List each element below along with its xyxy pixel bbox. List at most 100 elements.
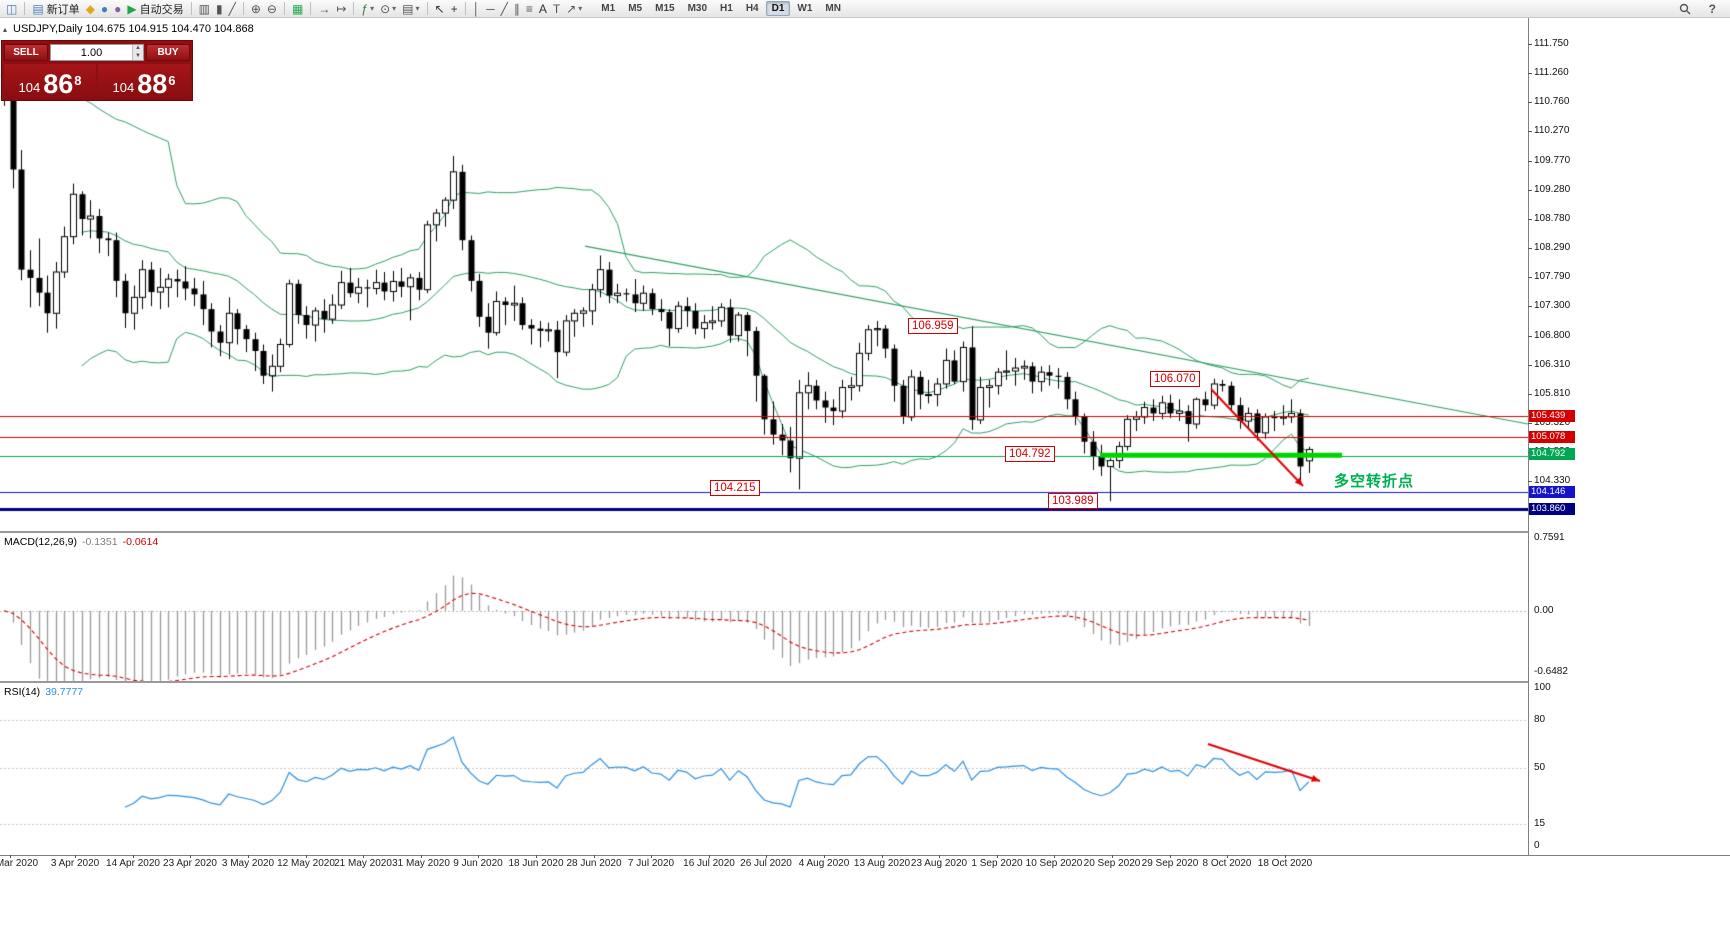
arrows-button[interactable]: ↗ ▾ [563,1,585,17]
volume-spinner: ▲ ▼ [132,45,143,60]
line-chart-button[interactable]: ╱ [226,1,239,17]
fibonacci-button[interactable]: ≡ [523,1,536,17]
chart-window-button[interactable]: ◫ [3,1,20,17]
metaeditor-icon: ◆ [85,1,95,16]
search-icon [1679,3,1691,14]
help-icon: ? [1708,1,1716,16]
toolbar-divider [283,2,285,15]
community-button[interactable]: ● [111,1,124,17]
time-axis[interactable] [0,855,1730,873]
one-click-collapse-toggle[interactable]: ▴ [3,25,8,34]
bars-chart-icon: ▥ [198,1,210,16]
help-button[interactable]: ? [1706,1,1719,17]
auto-scroll-icon: → [318,1,331,16]
panel-separator[interactable] [0,531,1730,533]
sell-price-point: 8 [74,73,82,88]
volume-decrease-button[interactable]: ▼ [132,52,143,60]
toolbar-divider [242,2,244,15]
macd-label: MACD(12,26,9) [4,536,77,548]
volume-field: ▲ ▼ [50,44,144,61]
timeframe-w1[interactable]: W1 [797,3,813,14]
sell-price-pips: 86 [43,69,74,99]
toolbar-divider [426,2,428,15]
cursor-button[interactable]: ↖ [432,1,448,17]
autotrading-play-icon: ▶ [127,1,137,16]
auto-scroll-button[interactable]: → [315,1,333,17]
trendline-button[interactable]: ╱ [498,1,511,17]
text-icon: A [538,1,547,16]
zoom-in-icon: ⊕ [250,1,261,16]
channel-icon: ∥ [513,1,520,16]
autotrading-button[interactable]: ▶ 自动交易 [124,1,186,17]
indicators-icon: ƒ [361,1,369,16]
annotation-text[interactable]: 多空转折点 [1334,473,1415,490]
rsi-panel-canvas[interactable] [0,683,1528,855]
zoom-in-button[interactable]: ⊕ [248,1,264,17]
algo-trading-icon: ● [100,1,109,16]
timeframe-h1[interactable]: H1 [720,3,733,14]
indicators-button[interactable]: ƒ ▾ [358,1,377,17]
timeframe-d1[interactable]: D1 [765,1,791,16]
vertical-line-icon: │ [472,1,481,16]
buy-button[interactable]: BUY [146,44,190,61]
vertical-line-button[interactable]: │ [470,1,484,17]
buy-price[interactable]: 104 88 6 [98,64,190,100]
channel-button[interactable]: ∥ [511,1,523,17]
timeframe-m15[interactable]: M15 [655,3,675,14]
toolbar-divider [353,2,355,15]
autotrading-button-label: 自动交易 [139,3,184,16]
rsi-value: 39.7777 [45,686,84,698]
text-button[interactable]: A [536,1,550,17]
trendline-icon: ╱ [500,1,508,16]
toolbar-divider [190,2,192,15]
tile-windows-icon: ▦ [291,1,304,16]
timeframe-h4[interactable]: H4 [745,3,759,14]
zoom-out-button[interactable]: ⊖ [264,1,280,17]
toolbar-right: ? [1676,1,1727,17]
toolbar-divider [464,2,466,15]
dropdown-arrow-icon: ▾ [392,4,397,13]
crosshair-icon: + [450,1,458,16]
buy-price-figure: 104 [112,80,135,95]
horizontal-line-icon: ─ [486,1,495,16]
new-order-button[interactable]: ▤ 新订单 [29,1,82,17]
timeframe-mn[interactable]: MN [825,3,841,14]
dropdown-arrow-icon: ▾ [578,4,583,13]
price-axis[interactable] [1528,18,1730,855]
templates-button[interactable]: ▤ ▾ [399,1,422,17]
bars-chart-button[interactable]: ▥ [196,1,213,17]
search-button[interactable] [1676,1,1694,17]
line-chart-icon: ╱ [228,1,236,16]
templates-icon: ▤ [402,1,414,16]
text-label-button[interactable]: T [550,1,563,17]
metaeditor-button[interactable]: ◆ [83,1,98,17]
new-order-icon: ▤ [32,1,44,16]
sell-button[interactable]: SELL [4,44,48,61]
crosshair-button[interactable]: + [448,1,461,17]
chart-shift-button[interactable]: ↦ [333,1,349,17]
volume-input[interactable] [51,46,132,59]
tile-windows-button[interactable]: ▦ [289,1,306,17]
timeframe-toolbar: M1 M5 M15 M30 H1 H4 D1 W1 MN [595,1,847,16]
community-icon: ● [114,1,122,16]
volume-increase-button[interactable]: ▲ [132,45,143,53]
price-chart-canvas[interactable] [0,18,1528,531]
panel-separator[interactable] [0,681,1730,683]
macd-value: -0.1351 [81,536,118,548]
macd-panel-canvas[interactable] [0,533,1528,681]
horizontal-line-button[interactable]: ─ [483,1,498,17]
timeframe-m5[interactable]: M5 [628,3,643,14]
buy-price-point: 6 [168,73,176,88]
sell-price[interactable]: 104 86 8 [4,64,96,100]
rsi-label: RSI(14) [4,686,41,698]
periods-button[interactable]: ⊙ ▾ [377,1,399,17]
chart-ohlc-header: USDJPY,Daily 104.675 104.915 104.470 104… [13,23,254,35]
sell-price-figure: 104 [18,80,41,95]
timeframe-m30[interactable]: M30 [687,3,708,14]
timeframe-m1[interactable]: M1 [601,3,616,14]
algo-trading-button[interactable]: ● [98,1,111,17]
candles-chart-button[interactable]: ▮ [213,1,226,17]
new-order-button-label: 新订单 [46,3,80,16]
dropdown-arrow-icon: ▾ [370,4,375,13]
text-label-icon: T [552,1,561,16]
